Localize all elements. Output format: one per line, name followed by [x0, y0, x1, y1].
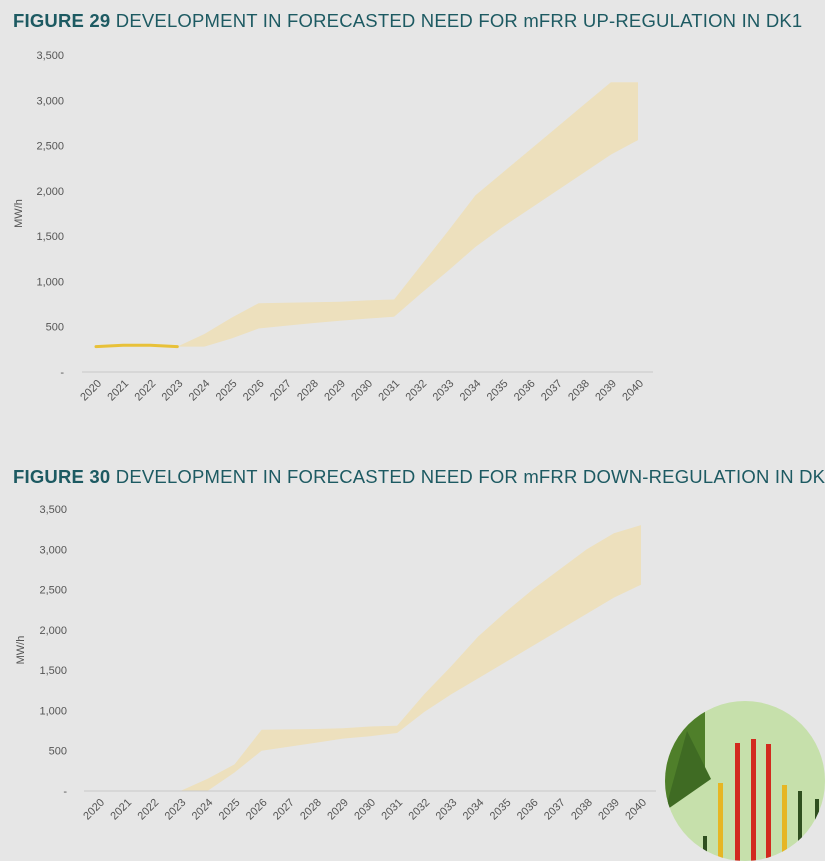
x-tick-label: 2023 [160, 378, 186, 404]
y-tick-label: - [63, 786, 67, 798]
y-tick-label: 3,500 [39, 504, 67, 516]
figure-30-title: FIGURE 30 DEVELOPMENT IN FORECASTED NEED… [13, 466, 825, 488]
x-tick-label: 2021 [108, 797, 134, 823]
x-tick-label: 2034 [461, 797, 487, 823]
x-tick-label: 2026 [241, 378, 267, 404]
x-tick-label: 2024 [187, 378, 213, 404]
x-tick-label: 2022 [133, 378, 159, 404]
y-tick-label: - [60, 367, 64, 379]
x-tick-label: 2029 [325, 797, 351, 823]
x-tick-label: 2020 [81, 797, 107, 823]
x-tick-label: 2035 [485, 378, 511, 404]
x-tick-label: 2034 [458, 378, 484, 404]
x-tick-label: 2030 [352, 797, 378, 823]
x-tick-label: 2029 [322, 378, 348, 404]
y-tick-label: 2,000 [36, 186, 64, 198]
forecast-range-band [180, 525, 642, 791]
y-tick-label: 3,000 [39, 544, 67, 556]
x-tick-label: 2022 [136, 797, 162, 823]
x-tick-label: 2023 [163, 797, 189, 823]
x-tick-label: 2033 [431, 378, 457, 404]
x-tick-label: 2038 [566, 378, 592, 404]
figure-caption: DEVELOPMENT IN FORECASTED NEED FOR mFRR … [115, 10, 803, 31]
figure-29-title: FIGURE 29 DEVELOPMENT IN FORECASTED NEED… [13, 10, 802, 32]
y-tick-label: 1,000 [36, 276, 64, 288]
x-tick-label: 2030 [349, 378, 375, 404]
figure-caption: DEVELOPMENT IN FORECASTED NEED FOR mFRR … [115, 466, 825, 487]
x-tick-label: 2025 [217, 797, 243, 823]
forecast-range-band [177, 82, 639, 347]
y-tick-label: 500 [49, 746, 67, 758]
y-tick-label: 2,500 [36, 141, 64, 153]
x-tick-label: 2036 [512, 378, 538, 404]
y-tick-label: 1,500 [36, 231, 64, 243]
x-tick-label: 2039 [596, 797, 622, 823]
x-tick-label: 2038 [569, 797, 595, 823]
historical-line [94, 343, 179, 349]
y-axis-label: MW/h [13, 199, 25, 228]
x-tick-label: 2037 [542, 797, 568, 823]
x-tick-label: 2037 [539, 378, 565, 404]
x-tick-label: 2039 [593, 378, 619, 404]
y-tick-label: 3,000 [36, 95, 64, 107]
x-tick-label: 2028 [298, 797, 324, 823]
x-tick-label: 2040 [623, 797, 649, 823]
x-tick-label: 2036 [515, 797, 541, 823]
bar-chart-logo-icon [665, 701, 825, 861]
x-tick-label: 2031 [376, 378, 402, 404]
x-tick-label: 2031 [379, 797, 405, 823]
x-tick-label: 2025 [214, 378, 240, 404]
x-tick-label: 2021 [105, 378, 131, 404]
y-tick-label: 1,000 [39, 705, 67, 717]
x-tick-label: 2028 [295, 378, 321, 404]
x-tick-label: 2032 [407, 797, 433, 823]
y-tick-label: 500 [46, 322, 64, 334]
chart-down-regulation: MW/h - 500 1,000 1,500 2,000 2,500 3,000 3,500 20… [15, 504, 656, 823]
x-tick-label: 2033 [434, 797, 460, 823]
x-tick-label: 2024 [190, 797, 216, 823]
x-tick-label: 2020 [78, 378, 104, 404]
figure-number: FIGURE 30 [13, 466, 111, 487]
x-tick-label: 2035 [488, 797, 514, 823]
chart-up-regulation: MW/h - 500 1,000 1,500 2,000 2,500 3,000 3,500 20… [13, 50, 653, 404]
x-tick-label: 2040 [620, 378, 646, 404]
y-tick-label: 1,500 [39, 665, 67, 677]
y-tick-label: 2,000 [39, 625, 67, 637]
y-tick-label: 2,500 [39, 585, 67, 597]
x-tick-label: 2027 [268, 378, 294, 404]
y-tick-label: 3,500 [36, 50, 64, 62]
figure-number: FIGURE 29 [13, 10, 111, 31]
x-tick-label: 2026 [244, 797, 270, 823]
x-tick-label: 2032 [404, 378, 430, 404]
y-axis-label: MW/h [15, 636, 27, 665]
x-tick-label: 2027 [271, 797, 297, 823]
